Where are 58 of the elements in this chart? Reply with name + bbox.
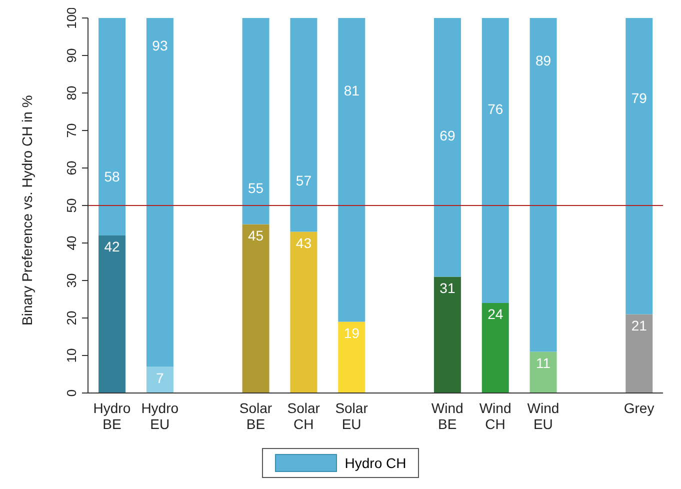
- data-label: 11: [536, 354, 551, 371]
- bar: [626, 314, 653, 393]
- bar: [242, 18, 270, 224]
- data-label: 55: [248, 180, 264, 196]
- data-label: 21: [631, 317, 648, 334]
- bar: [434, 276, 461, 393]
- data-label: 69: [440, 127, 456, 144]
- data-label: 57: [296, 172, 312, 188]
- y-tick-label: 30: [64, 273, 79, 288]
- data-label: 89: [536, 52, 552, 68]
- y-tick-label: 0: [64, 389, 79, 397]
- y-tick-label: 70: [64, 123, 79, 138]
- y-tick-label: 50: [64, 198, 79, 213]
- x-tick-label: Wind BE: [431, 400, 464, 432]
- y-axis-title: Binary Preference vs. Hydro CH in %: [18, 95, 35, 326]
- x-tick-label: Hydro BE: [93, 400, 131, 432]
- x-tick-label: Solar EU: [335, 400, 368, 432]
- bar: [290, 232, 318, 393]
- y-tick-label: 60: [64, 160, 79, 176]
- data-label: 93: [152, 37, 168, 54]
- data-label: 58: [104, 168, 120, 184]
- y-tick-label: 80: [64, 86, 79, 100]
- bar: [530, 352, 557, 393]
- bar: [626, 18, 653, 314]
- bar: [338, 322, 366, 393]
- data-label: 31: [440, 280, 456, 296]
- bar: [146, 18, 174, 367]
- data-label: 7: [156, 370, 164, 386]
- x-tick-label: Grey: [624, 400, 654, 416]
- bar: [242, 224, 270, 393]
- data-label: 45: [248, 227, 264, 244]
- legend-label: Hydro CH: [344, 454, 406, 472]
- x-tick-label: Solar CH: [287, 400, 320, 432]
- data-label: 19: [344, 324, 360, 341]
- bar: [98, 236, 126, 393]
- x-tick-label: Hydro EU: [141, 400, 179, 432]
- bar: [530, 18, 557, 352]
- bar: [338, 18, 366, 322]
- data-label: 43: [296, 234, 312, 251]
- y-tick-label: 20: [64, 310, 79, 326]
- bar: [290, 18, 318, 232]
- y-tick-label: 10: [64, 348, 79, 363]
- y-tick-label: 90: [64, 48, 79, 63]
- bar: [482, 18, 509, 303]
- data-label: 24: [488, 306, 504, 322]
- x-tick-label: Solar BE: [239, 400, 272, 432]
- x-tick-label: Wind CH: [479, 400, 512, 432]
- y-tick-label: 40: [64, 236, 79, 250]
- bar: [98, 18, 126, 236]
- bar: [434, 18, 461, 277]
- data-label: 79: [631, 90, 648, 106]
- bar: [146, 366, 174, 393]
- data-label: 76: [488, 101, 504, 117]
- data-label: 81: [344, 82, 360, 98]
- x-tick-label: Wind EU: [527, 400, 560, 432]
- bar: [482, 303, 509, 393]
- y-tick-label: 100: [64, 7, 79, 29]
- data-label: 42: [104, 238, 120, 254]
